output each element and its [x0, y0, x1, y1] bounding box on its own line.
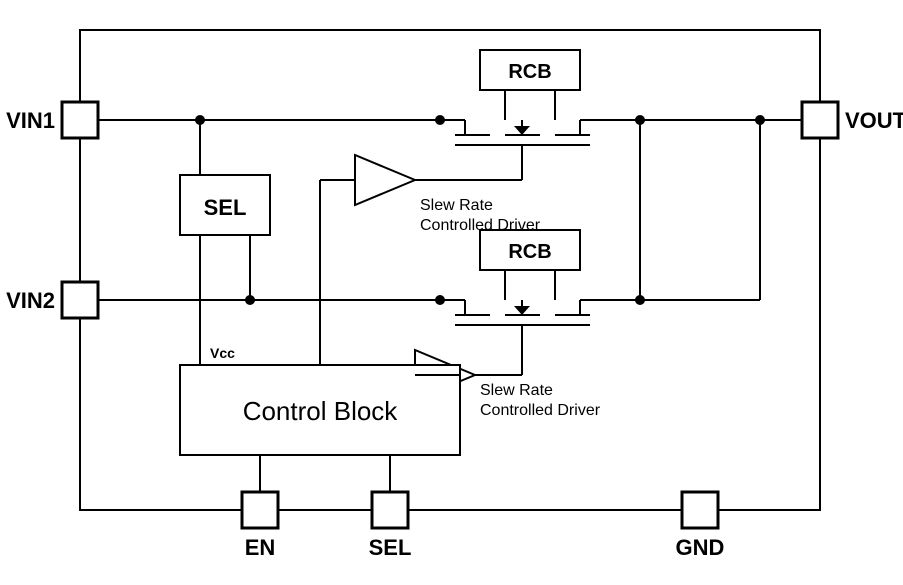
pin-vout — [802, 102, 838, 138]
label-sel-block: SEL — [204, 195, 247, 220]
pin-gnd — [682, 492, 718, 528]
label-control: Control Block — [243, 396, 399, 426]
label-vin1: VIN1 — [6, 108, 55, 133]
label-vout: VOUT — [845, 108, 903, 133]
label-rcb1: RCB — [508, 61, 551, 83]
label-slew1-l1: Slew Rate — [420, 197, 493, 214]
label-vcc: Vcc — [210, 345, 235, 361]
node-mid-1 — [435, 295, 445, 305]
pin-sel — [372, 492, 408, 528]
label-rcb2: RCB — [508, 241, 551, 263]
label-en: EN — [245, 535, 276, 560]
label-slew2-l1: Slew Rate — [480, 382, 553, 399]
label-slew2-l2: Controlled Driver — [480, 402, 601, 419]
label-gnd: GND — [676, 535, 725, 560]
label-sel: SEL — [369, 535, 412, 560]
pin-en — [242, 492, 278, 528]
pin-vin1 — [62, 102, 98, 138]
label-vin2: VIN2 — [6, 288, 55, 313]
pin-vin2 — [62, 282, 98, 318]
node-top-2 — [435, 115, 445, 125]
